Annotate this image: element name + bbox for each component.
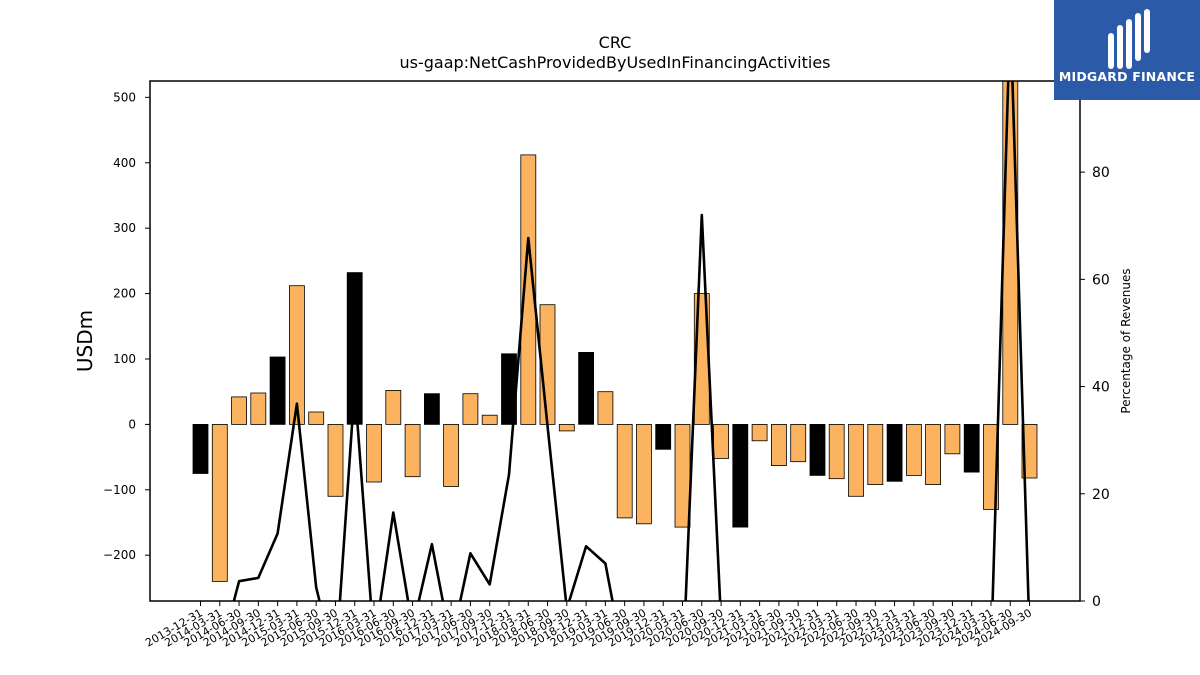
- bar: [925, 423, 941, 485]
- bar: [1021, 423, 1038, 479]
- bar: [867, 423, 884, 485]
- bar: [462, 393, 479, 425]
- bar: [944, 423, 961, 455]
- bar: [809, 423, 826, 476]
- bar: [192, 423, 209, 474]
- bar: [906, 423, 922, 476]
- bar: [443, 423, 460, 487]
- y2-tick-label: 80: [1092, 165, 1110, 181]
- y-tick-label: 200: [113, 287, 136, 301]
- logo-mark-icon: [1108, 9, 1150, 69]
- bar: [674, 423, 691, 528]
- bar: [828, 423, 845, 480]
- bar: [713, 423, 729, 459]
- bar: [558, 423, 575, 432]
- bar: [771, 423, 787, 466]
- bar: [886, 423, 903, 482]
- bar: [520, 154, 537, 425]
- bar: [597, 391, 614, 425]
- bar: [848, 423, 864, 497]
- bar: [423, 393, 440, 425]
- y2-tick-label: 20: [1092, 487, 1110, 503]
- y-tick-label: 0: [128, 417, 136, 431]
- y2-tick-label: 60: [1092, 272, 1110, 288]
- bar: [288, 285, 305, 425]
- pct-line-series: [232, 81, 1030, 601]
- logo-text: MIDGARD FINANCE: [1058, 69, 1196, 84]
- plot-frame: [149, 80, 1081, 602]
- bar: [732, 423, 749, 528]
- y-tick-label: 400: [113, 156, 136, 170]
- bar: [346, 272, 363, 425]
- bar: [616, 423, 633, 519]
- bar: [231, 396, 248, 425]
- y-tick-label: 300: [113, 221, 136, 235]
- bar: [1002, 81, 1019, 425]
- pct-line: [232, 81, 1030, 601]
- y-tick-label: 100: [113, 352, 136, 366]
- bar: [790, 423, 807, 463]
- bar: [636, 423, 652, 525]
- bar: [578, 351, 594, 425]
- bar: [211, 423, 228, 582]
- chart-subtitle: us-gaap:NetCashProvidedByUsedInFinancing…: [399, 53, 830, 72]
- y-tick-label: −200: [103, 548, 136, 562]
- bar: [250, 392, 267, 425]
- bar: [366, 423, 382, 483]
- y2-tick-label: 0: [1092, 594, 1101, 610]
- bar: [655, 423, 672, 450]
- axes: −200−10001002003004005000204060802013-12…: [103, 80, 1110, 650]
- brand-logo: MIDGARD FINANCE: [1054, 0, 1200, 100]
- y2-tick-label: 40: [1092, 380, 1110, 396]
- bar: [481, 414, 498, 425]
- bar: [404, 423, 421, 478]
- y-tick-label: −100: [103, 483, 136, 497]
- y-axis-label: USDm: [73, 310, 97, 372]
- bar: [963, 423, 980, 473]
- bar: [327, 423, 344, 497]
- y2-axis-label: Percentage of Revenues: [1119, 268, 1133, 413]
- bar: [751, 423, 768, 442]
- bar: [308, 411, 325, 425]
- y-tick-label: 500: [113, 90, 136, 104]
- bar: [385, 389, 402, 425]
- bar: [269, 356, 286, 425]
- bar-series: [192, 81, 1038, 582]
- chart-title: CRC: [599, 33, 632, 52]
